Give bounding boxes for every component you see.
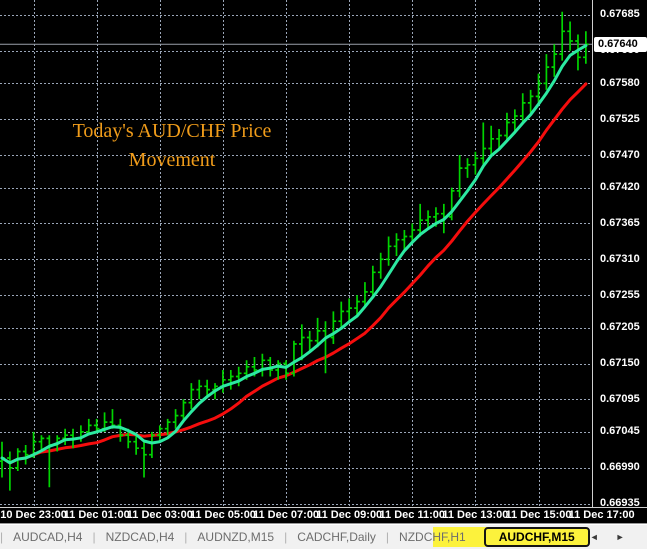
time-tick-label: 11 Dec 15:00 <box>505 509 572 521</box>
time-tick-label: 11 Dec 13:00 <box>442 509 509 521</box>
price-tick-label: 0.67045 <box>600 425 640 438</box>
price-tick-label: 0.67255 <box>600 288 640 301</box>
grid-lines <box>0 0 592 507</box>
price-tick-label: 0.66935 <box>600 497 640 510</box>
time-tick-label: 10 Dec 23:00 <box>0 509 67 521</box>
chart-tab-audnzd-m15[interactable]: AUDNZD,M15 <box>197 529 275 544</box>
price-tick-label: 0.67150 <box>600 357 640 370</box>
chart-tab-audchf-m15-active[interactable]: AUDCHF,M15 <box>483 526 590 547</box>
time-tick-label: 11 Dec 11:00 <box>379 509 445 521</box>
price-chart-canvas[interactable] <box>0 0 592 507</box>
time-tick-label: 11 Dec 03:00 <box>126 509 193 521</box>
price-tick-label: 0.66990 <box>600 461 640 474</box>
price-tick-label: 0.67420 <box>600 181 640 194</box>
chart-tab-nzdchf-h1[interactable]: NZDCHF,H1 <box>399 529 466 544</box>
tab-separator: | <box>0 529 4 544</box>
time-tick-label: 11 Dec 17:00 <box>568 509 635 521</box>
price-axis: 0.67640 0.676850.676300.675800.675250.67… <box>592 0 647 510</box>
time-tick-label: 11 Dec 09:00 <box>316 509 383 521</box>
chart-annotation-line2: Movement <box>128 149 216 171</box>
chart-annotation-line1: Today's AUD/CHF Price <box>72 120 272 142</box>
tab-separator: | <box>284 529 288 544</box>
price-tick-label: 0.67095 <box>600 392 640 405</box>
chart-annotation: Today's AUD/CHF Price Movement <box>36 117 308 175</box>
ma-fast-line <box>0 44 588 465</box>
price-tick-label: 0.67685 <box>600 8 640 21</box>
price-tick-label: 0.67580 <box>600 76 640 89</box>
price-tick-label: 0.67525 <box>600 112 640 125</box>
price-tick-label: 0.67470 <box>600 148 640 161</box>
time-tick-label: 11 Dec 07:00 <box>253 509 320 521</box>
tabs-scroll-left-icon[interactable]: ◄ <box>589 531 599 542</box>
tab-separator: | <box>184 529 188 544</box>
tab-separator: | <box>92 529 96 544</box>
time-axis: 10 Dec 23:00 11 Dec 01:00 11 Dec 03:00 11 D… <box>0 507 647 523</box>
tabs-scroll-right-icon[interactable]: ► <box>615 531 625 542</box>
price-tick-label: 0.67205 <box>600 321 640 334</box>
current-price-label: 0.67640 <box>594 36 647 52</box>
time-tick-label: 11 Dec 01:00 <box>63 509 130 521</box>
tab-separator: | <box>385 529 390 544</box>
price-tick-label: 0.67365 <box>600 216 640 229</box>
chart-tab-audcad-h4[interactable]: AUDCAD,H4 <box>13 529 83 544</box>
tab-scroll-arrows: ◄ ► <box>590 532 625 542</box>
chart-tab-cadchf-daily[interactable]: CADCHF,Daily <box>297 529 376 544</box>
price-tick-label: 0.67310 <box>600 252 640 265</box>
time-tick-label: 11 Dec 05:00 <box>189 509 256 521</box>
chart-tab-nzdcad-h4[interactable]: NZDCAD,H4 <box>105 529 175 544</box>
chart-tabs-bar: | AUDCAD,H4 | NZDCAD,H4 | AUDNZD,M15 | C… <box>0 523 647 549</box>
